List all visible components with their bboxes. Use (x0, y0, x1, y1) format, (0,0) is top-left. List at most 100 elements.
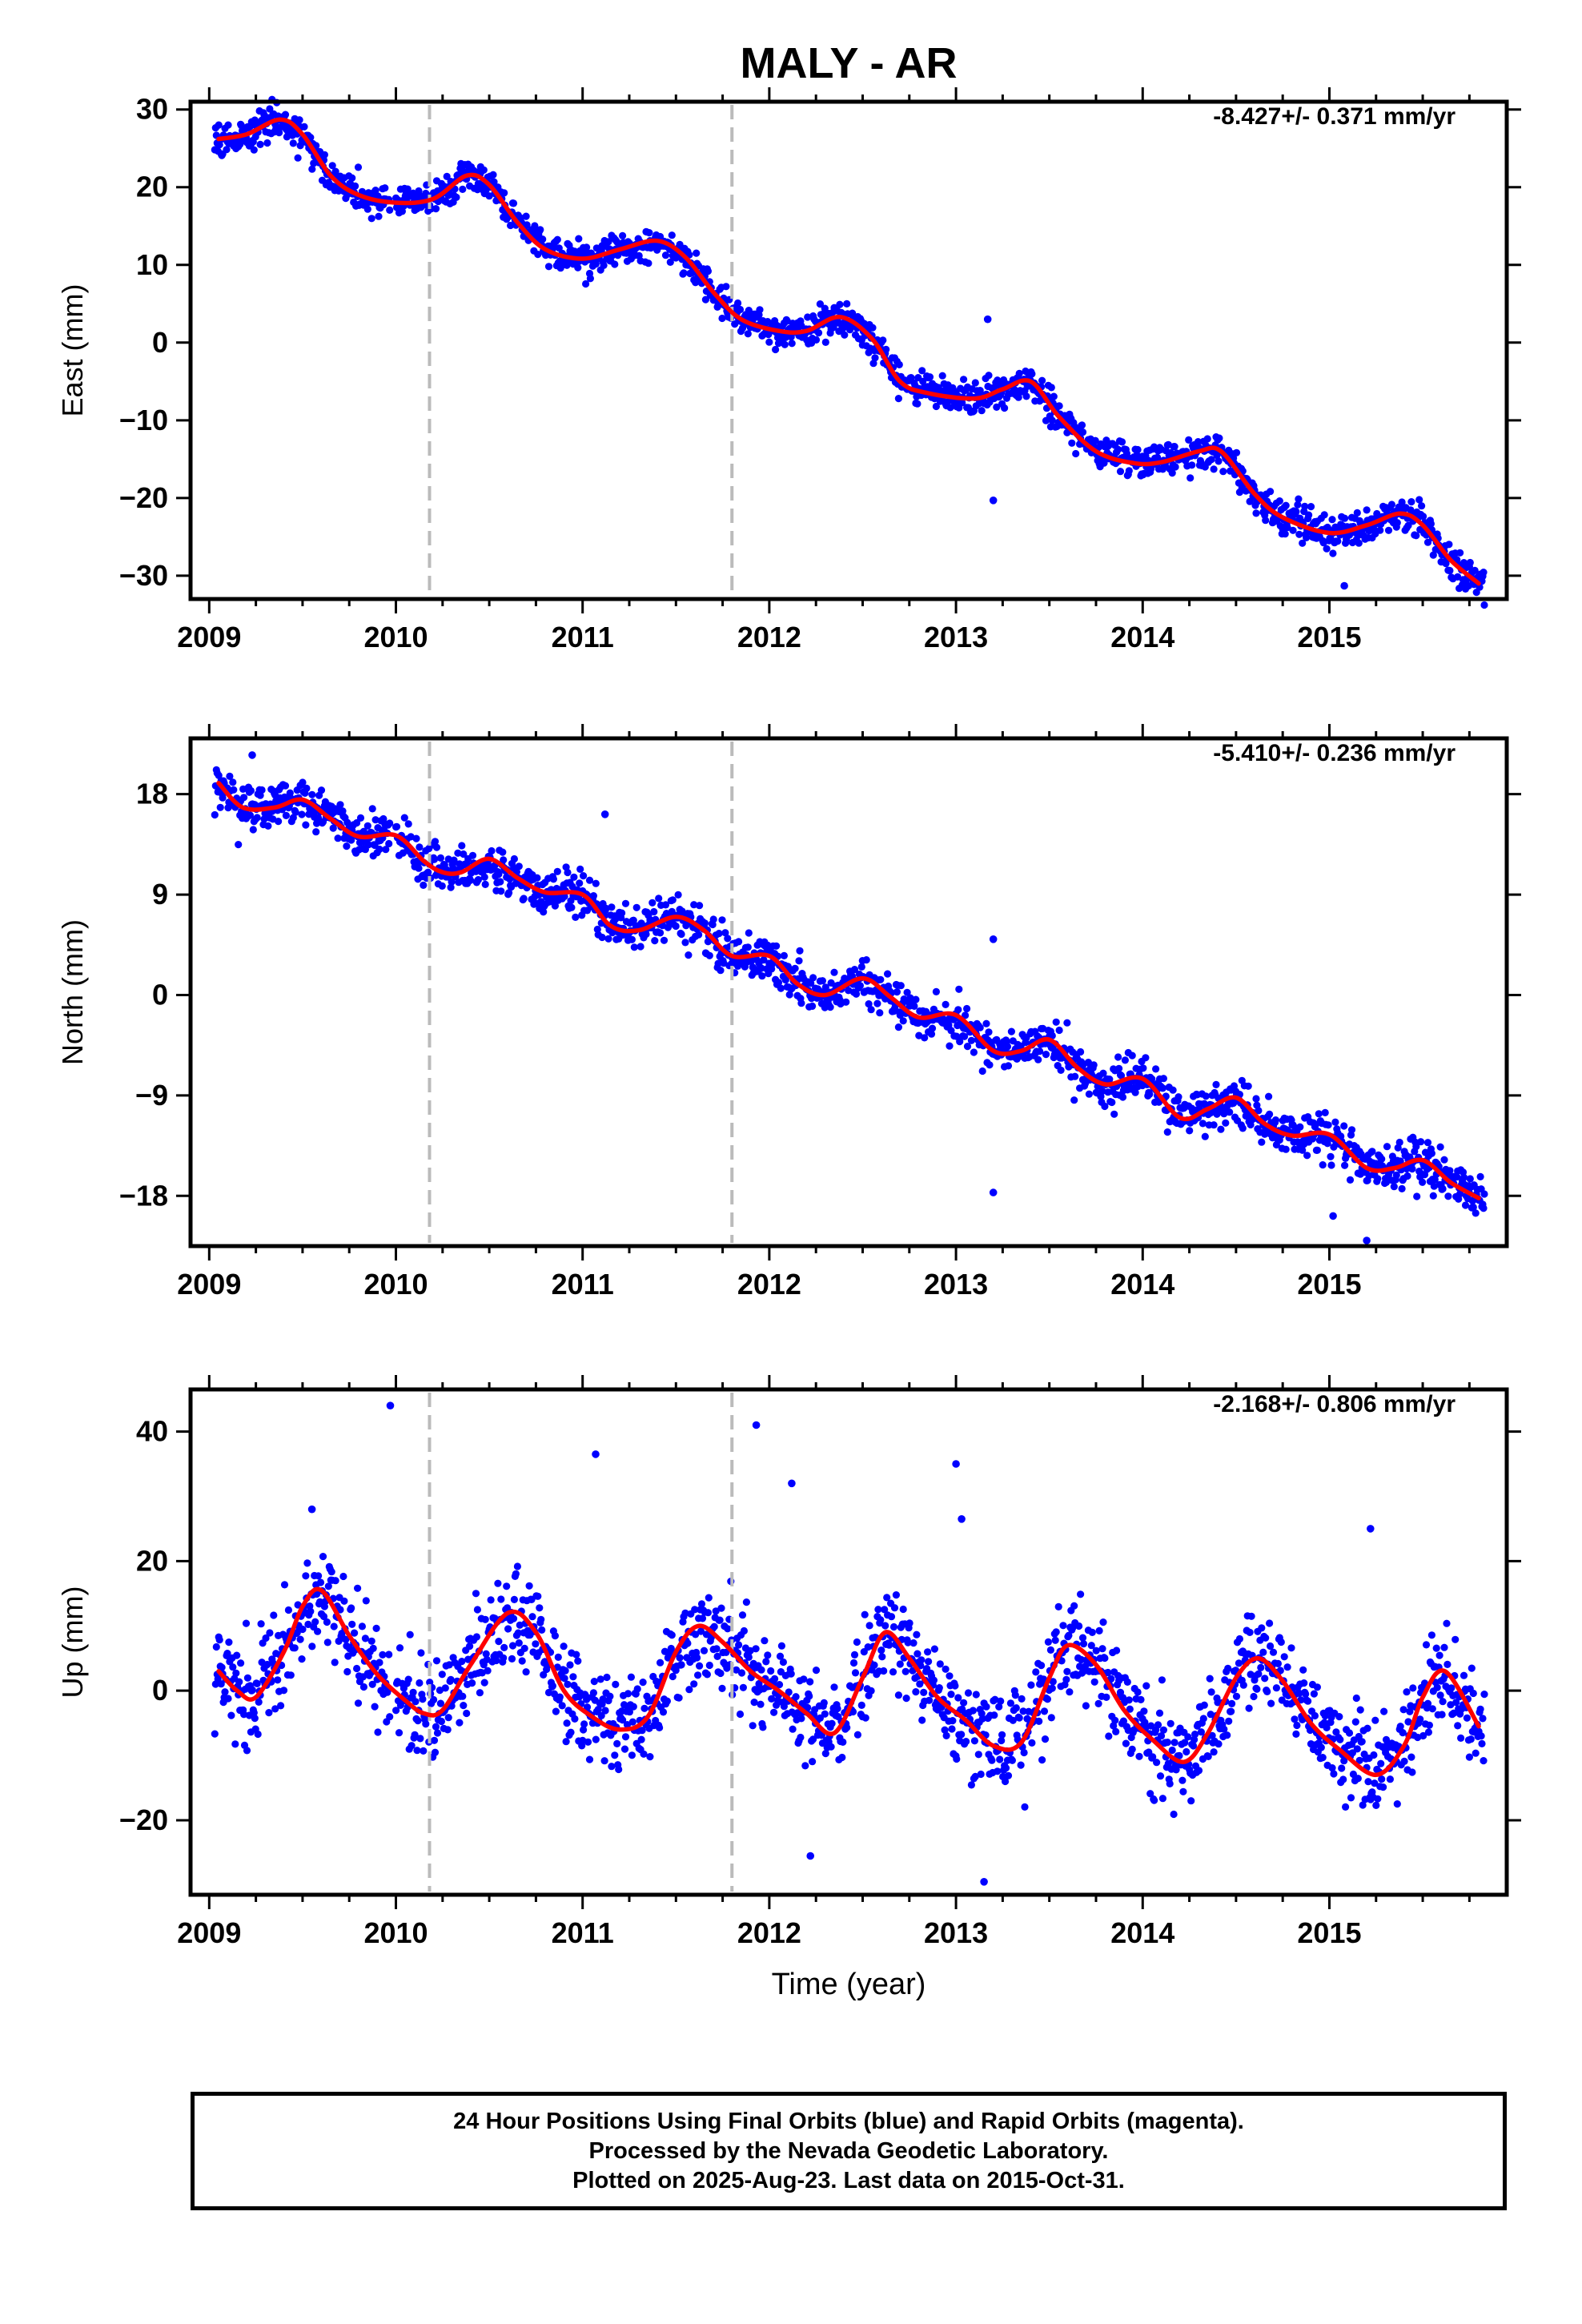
data-point (759, 1723, 767, 1731)
data-point (1215, 434, 1223, 442)
data-point (596, 1675, 604, 1683)
data-point (508, 1655, 516, 1663)
data-point (917, 1656, 926, 1664)
data-point (853, 1638, 861, 1647)
data-point (1425, 1721, 1433, 1729)
data-point (697, 1600, 706, 1608)
data-point (280, 1581, 289, 1589)
data-point (1252, 1095, 1260, 1103)
x-tick-label: 2009 (177, 1268, 241, 1301)
data-point (1407, 506, 1415, 514)
data-point (420, 1747, 428, 1755)
data-point (1328, 516, 1336, 524)
data-point (841, 331, 849, 339)
data-point (1335, 1713, 1343, 1721)
data-point (480, 166, 488, 174)
data-point (677, 1661, 685, 1669)
data-point (693, 249, 701, 257)
data-point (500, 189, 508, 197)
data-point (553, 235, 561, 243)
data-point (586, 275, 595, 283)
data-point (1032, 1668, 1040, 1676)
data-point (1114, 445, 1122, 453)
data-point (1387, 501, 1395, 509)
data-point (716, 1616, 724, 1624)
data-point (969, 1707, 977, 1715)
data-point (574, 1657, 582, 1665)
data-point (857, 963, 865, 971)
data-point (780, 951, 789, 959)
data-point (432, 843, 441, 851)
data-point (564, 868, 572, 877)
data-point (1443, 1619, 1451, 1627)
data-point (1077, 1590, 1085, 1598)
data-point (899, 1017, 907, 1025)
data-point (1408, 1768, 1416, 1776)
data-point (985, 1028, 993, 1036)
data-point (818, 977, 826, 985)
data-point (1239, 1124, 1247, 1132)
data-point (572, 913, 580, 921)
data-point (1021, 1803, 1029, 1811)
data-point (315, 1572, 323, 1580)
data-point (303, 784, 311, 793)
data-point (1188, 461, 1196, 469)
data-point (978, 1067, 986, 1076)
data-point (1232, 1692, 1241, 1700)
data-point (409, 1688, 417, 1696)
data-point (1427, 1631, 1435, 1639)
x-tick-label: 2011 (552, 1268, 614, 1301)
y-tick-label: 0 (152, 978, 168, 1011)
data-point (323, 1618, 331, 1626)
data-point (571, 1715, 579, 1723)
data-point (561, 1667, 569, 1675)
data-point (312, 828, 320, 836)
data-point (447, 883, 455, 891)
data-point (229, 778, 237, 786)
data-point (978, 407, 986, 415)
data-point (1186, 474, 1195, 482)
data-point (1289, 526, 1297, 534)
data-point (1341, 514, 1349, 522)
data-point (882, 345, 890, 353)
data-point (1015, 369, 1023, 377)
data-point (878, 1653, 886, 1661)
data-point (1027, 1681, 1035, 1689)
data-point (1374, 1175, 1382, 1183)
data-point (656, 1659, 665, 1667)
data-point (1118, 438, 1126, 446)
data-point (1386, 1775, 1394, 1783)
data-point (438, 1671, 446, 1679)
data-point (661, 251, 670, 259)
data-point (1212, 1080, 1220, 1088)
data-point (1371, 1716, 1379, 1724)
data-point (669, 1672, 677, 1681)
data-point (905, 1619, 913, 1627)
data-point (1299, 1666, 1307, 1674)
data-point (589, 1689, 598, 1697)
data-point (1158, 1795, 1166, 1803)
data-point (1134, 445, 1142, 454)
data-point (564, 1680, 572, 1688)
data-point (887, 1613, 896, 1621)
data-point (311, 1618, 319, 1626)
data-point (861, 1714, 869, 1722)
data-point (1063, 1019, 1071, 1027)
data-point (655, 895, 663, 903)
data-point (485, 192, 493, 200)
data-point (1466, 558, 1474, 567)
data-point (500, 1654, 508, 1662)
data-point (902, 1695, 910, 1703)
data-point (1169, 1086, 1177, 1094)
data-point (963, 1004, 971, 1013)
data-point (1001, 404, 1009, 412)
data-point (316, 1578, 325, 1586)
data-point (946, 404, 954, 412)
data-point (1368, 1148, 1376, 1156)
data-point (1258, 1624, 1266, 1632)
data-point (1207, 1688, 1215, 1696)
data-point (989, 497, 998, 505)
data-point (694, 1671, 702, 1679)
data-point (781, 340, 789, 348)
data-point (368, 805, 376, 813)
